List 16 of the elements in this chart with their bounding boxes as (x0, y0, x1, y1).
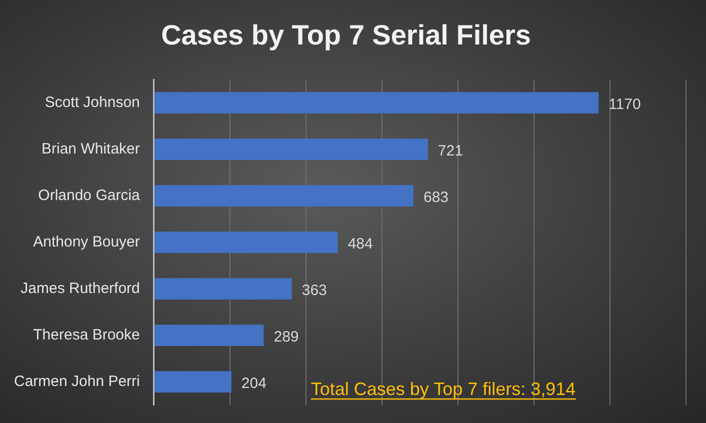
data-label: 721 (438, 142, 463, 160)
data-label: 1170 (608, 96, 641, 113)
y-tick-label: James Rutherford (20, 280, 140, 297)
y-tick-label: Orlando Garcia (38, 186, 141, 204)
data-label: 363 (302, 282, 327, 299)
data-label: 289 (274, 328, 299, 346)
y-tick-label: Theresa Brooke (33, 326, 140, 344)
data-label: 204 (241, 374, 266, 392)
y-tick-label: Scott Johnson (44, 94, 140, 111)
data-label: 484 (348, 235, 373, 252)
chart-title: Cases by Top 7 Serial Filers (161, 20, 531, 51)
annotation: Total Cases by Top 7 filers: 3,914 (310, 379, 576, 399)
y-tick-label: Brian Whitaker (42, 140, 140, 158)
data-label: 683 (423, 188, 449, 206)
y-tick-label: Carmen John Perri (14, 372, 140, 390)
y-tick-label: Anthony Bouyer (33, 233, 140, 250)
